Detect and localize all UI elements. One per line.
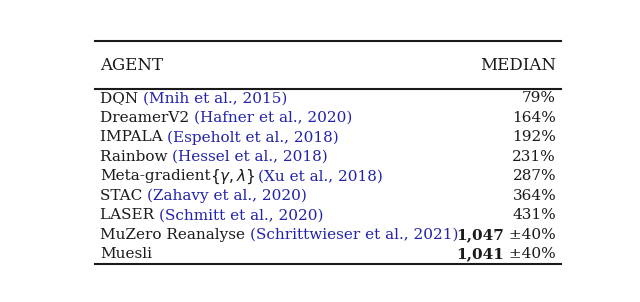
Text: 1,047: 1,047 xyxy=(456,228,504,242)
Text: (Mnih et al., 2015): (Mnih et al., 2015) xyxy=(143,91,287,105)
Text: 192%: 192% xyxy=(512,130,556,144)
Text: Rainbow: Rainbow xyxy=(100,150,172,164)
Text: DQN: DQN xyxy=(100,91,143,105)
Text: 1,041: 1,041 xyxy=(456,247,504,261)
Text: (Zahavy et al., 2020): (Zahavy et al., 2020) xyxy=(147,189,307,203)
Text: (Hafner et al., 2020): (Hafner et al., 2020) xyxy=(194,111,352,125)
Text: 164%: 164% xyxy=(512,111,556,125)
Text: 364%: 364% xyxy=(513,189,556,203)
Text: ±40%: ±40% xyxy=(504,228,556,242)
Text: ±40%: ±40% xyxy=(504,247,556,261)
Text: DreamerV2: DreamerV2 xyxy=(100,111,194,125)
Text: Muesli: Muesli xyxy=(100,247,152,261)
Text: 231%: 231% xyxy=(513,150,556,164)
Text: 431%: 431% xyxy=(513,208,556,222)
Text: (Schrittwieser et al., 2021): (Schrittwieser et al., 2021) xyxy=(250,228,458,242)
Text: (Hessel et al., 2018): (Hessel et al., 2018) xyxy=(172,150,328,164)
Text: IMPALA: IMPALA xyxy=(100,130,167,144)
Text: MuZero Reanalyse: MuZero Reanalyse xyxy=(100,228,250,242)
Text: AGENT: AGENT xyxy=(100,57,163,74)
Text: Meta-gradient: Meta-gradient xyxy=(100,169,211,183)
Text: (Xu et al., 2018): (Xu et al., 2018) xyxy=(258,169,383,183)
Text: STAC: STAC xyxy=(100,189,147,203)
Text: LASER: LASER xyxy=(100,208,159,222)
Text: $\{\gamma, \lambda\}$: $\{\gamma, \lambda\}$ xyxy=(211,167,258,185)
Text: 79%: 79% xyxy=(522,91,556,105)
Text: MEDIAN: MEDIAN xyxy=(480,57,556,74)
Text: (Schmitt et al., 2020): (Schmitt et al., 2020) xyxy=(159,208,323,222)
Text: 287%: 287% xyxy=(513,169,556,183)
Text: (Espeholt et al., 2018): (Espeholt et al., 2018) xyxy=(167,130,339,145)
